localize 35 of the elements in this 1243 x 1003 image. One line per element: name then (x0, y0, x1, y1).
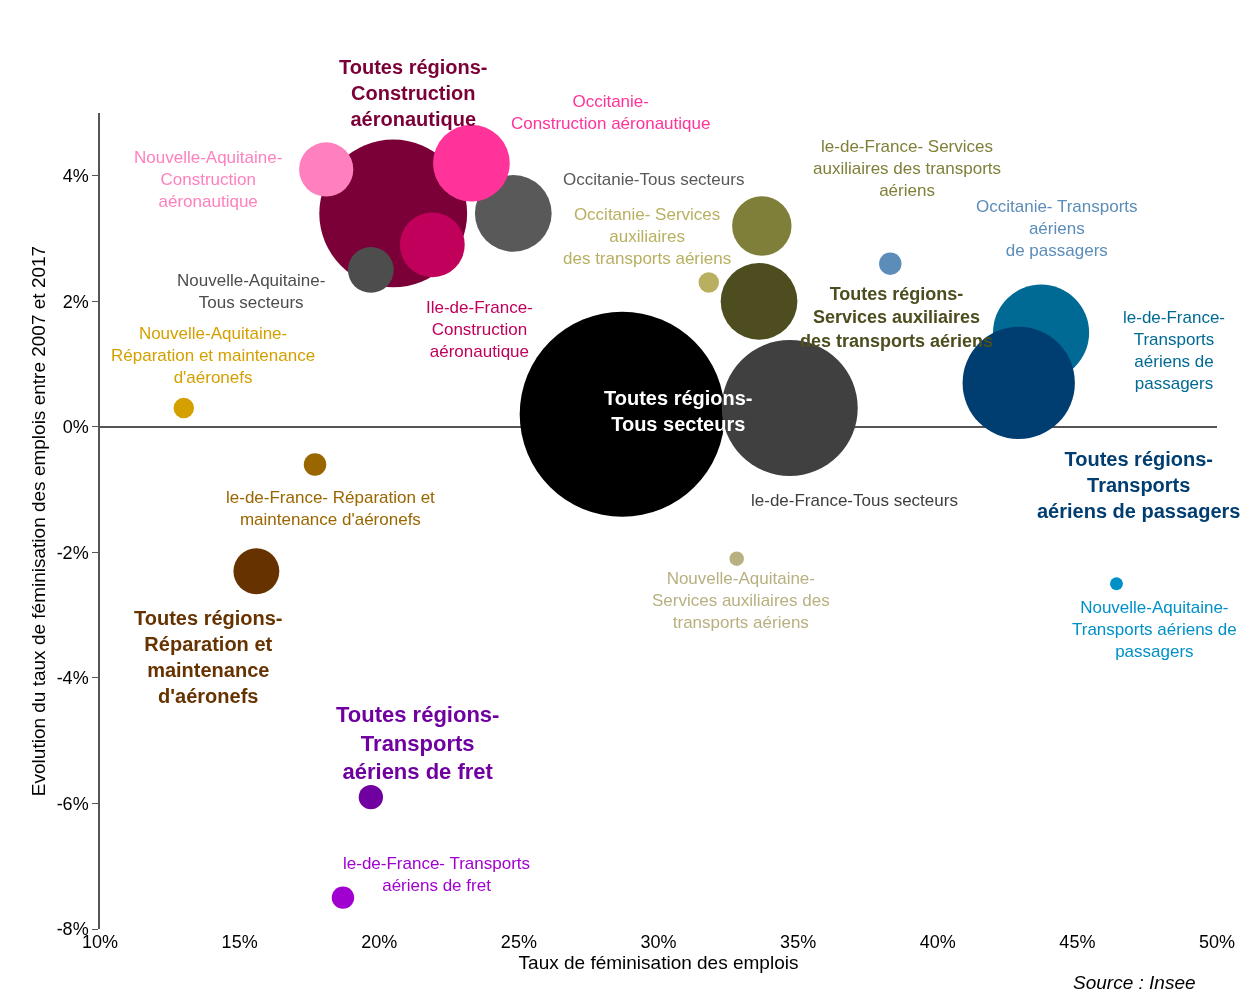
y-tick-label: 0% (62, 417, 89, 438)
series-label: Toutes régions- Transports aériens de passagers (1037, 448, 1241, 522)
series-label: Toutes régions- Réparation et maintenance d'aéronefs (134, 607, 283, 707)
series-label: Toutes régions- Transports aériens de fret (336, 702, 500, 785)
y-axis-title: Evolution du taux de féminisation des emplois entre 2007 et 2017 (27, 245, 49, 797)
series-label: Occitanie-Tous secteurs (563, 170, 745, 189)
text: Nouvelle-Aquitaine- Services auxiliaires des transports aériens (652, 569, 830, 633)
x-tick-label: 35% (780, 932, 817, 952)
series-label: Toutes régions- Tous secteurs (604, 387, 753, 435)
x-tick-label: 45% (1059, 932, 1096, 952)
series-label: le-de-France- Transports aériens de fret (343, 854, 531, 896)
series-label: Ile-de-France- Construction aéronautique (426, 298, 533, 362)
source-note: Source : Insee (1073, 972, 1196, 993)
text: le-de-France- Transports aériens de passagers (1123, 308, 1226, 394)
text: Nouvelle-Aquitaine- Réparation et maintenance d'aéronefs (111, 324, 316, 388)
x-tick-label: 25% (500, 932, 537, 952)
x-tick-label: 40% (919, 932, 956, 952)
series-label: Toutes régions- Construction aéronautique (339, 56, 488, 130)
series-label: le-de-France-Tous secteurs (751, 491, 958, 510)
y-tick-label: 4% (62, 166, 89, 187)
y-tick-label: -4% (56, 668, 89, 689)
text: le-de-France- Réparation et maintenance d'aéronefs (226, 488, 436, 530)
y-tick-label: -6% (56, 793, 89, 814)
text: Nouvelle-Aquitaine- Transports aériens de passagers (1072, 598, 1237, 662)
y-tick-label: 2% (62, 291, 89, 312)
y-tick-label: -2% (56, 542, 89, 563)
x-tick-label: 30% (640, 932, 677, 952)
series-label: Occitanie- Construction aéronautique (511, 92, 711, 134)
series-label: Occitanie- Services auxiliaires des transports aériens (563, 205, 732, 269)
x-tick-label: 15% (221, 932, 258, 952)
series-label: Nouvelle-Aquitaine- Construction aéronautique (134, 148, 283, 212)
x-tick-label: 50% (1198, 932, 1236, 952)
x-axis-title: Taux de féminisation des emplois (518, 952, 799, 973)
series-label: Nouvelle-Aquitaine- Tous secteurs (177, 271, 326, 313)
x-tick-label: 20% (361, 932, 398, 952)
